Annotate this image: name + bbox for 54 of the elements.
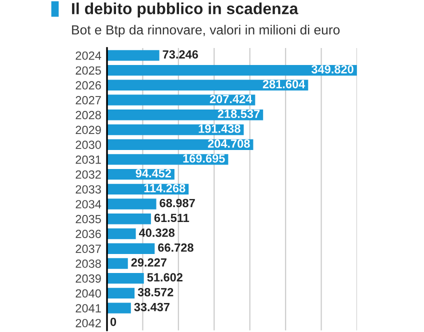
data-label: 114.268 <box>144 184 186 192</box>
bar <box>107 94 256 106</box>
y-tick-label: 2040 <box>76 289 101 298</box>
y-tick-label: 2035 <box>76 214 101 224</box>
data-label: 0 <box>110 318 116 326</box>
bar <box>107 302 131 314</box>
y-tick-label: 2034 <box>76 200 102 208</box>
y-tick-label: 2025 <box>76 66 101 75</box>
y-tick-label: 2029 <box>76 126 101 134</box>
bar <box>107 214 151 224</box>
y-tick-label: 2038 <box>76 260 101 268</box>
data-label: 281.604 <box>262 80 306 88</box>
data-label: 33.437 <box>134 302 170 312</box>
data-label: 169.695 <box>183 154 225 163</box>
y-tick-label: 2031 <box>76 155 101 164</box>
chart-title: Il debito pubblico in scadenza <box>72 2 298 18</box>
data-label: 191.438 <box>198 124 240 133</box>
bar <box>107 154 228 165</box>
bar <box>107 288 135 299</box>
y-tick-label: 2024 <box>76 51 102 60</box>
data-label: 29.227 <box>131 258 166 267</box>
data-label: 204.708 <box>208 139 250 148</box>
bar <box>107 272 144 284</box>
y-tick-label: 2037 <box>76 244 101 254</box>
y-tick-label: 2026 <box>76 81 101 90</box>
bar <box>107 228 136 240</box>
data-label: 51.602 <box>147 273 182 282</box>
bar <box>107 243 155 254</box>
data-label: 349.820 <box>311 65 354 74</box>
data-label: 207.424 <box>210 94 252 104</box>
y-tick-label: 2028 <box>76 110 101 120</box>
data-label: 61.511 <box>154 214 190 222</box>
data-label: 66.728 <box>158 243 194 252</box>
data-label: 68.987 <box>160 198 195 208</box>
y-tick-label: 2036 <box>76 230 101 238</box>
data-label: 218.537 <box>218 110 260 118</box>
y-tick-label: 2042 <box>76 318 101 328</box>
bar <box>107 198 156 210</box>
data-label: 73.246 <box>162 50 198 59</box>
chart-subtitle: Bot e Btp da rinnovare, valori in milioni di euro <box>72 24 340 38</box>
y-tick-label: 2030 <box>76 140 101 149</box>
bar <box>107 139 254 150</box>
y-tick-label: 2027 <box>76 96 101 104</box>
data-label: 94.452 <box>136 169 171 178</box>
y-tick-label: 2039 <box>76 274 101 283</box>
bar <box>107 64 357 76</box>
bar <box>107 258 128 269</box>
data-label: 40.328 <box>138 228 175 237</box>
data-label: 38.572 <box>138 288 174 296</box>
y-tick-label: 2032 <box>76 170 101 179</box>
y-tick-label: 2041 <box>76 304 101 312</box>
y-tick-label: 2033 <box>76 185 101 194</box>
bar <box>107 80 308 90</box>
bar <box>107 50 160 61</box>
